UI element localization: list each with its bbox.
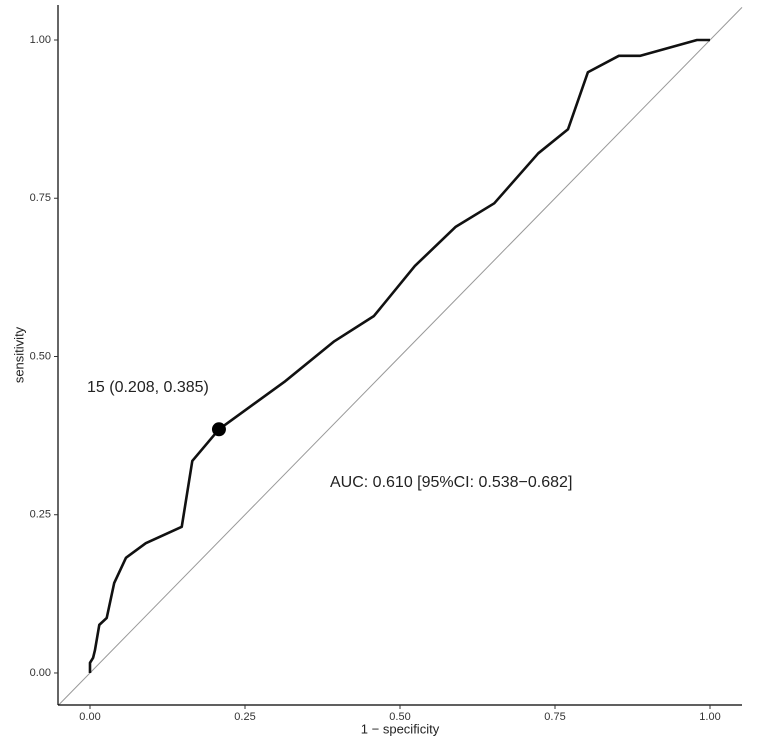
y-tick-label: 0.00 bbox=[30, 667, 51, 679]
roc-curve bbox=[88, 38, 711, 673]
y-tick-label: 0.75 bbox=[30, 192, 51, 204]
y-tick-label: 0.50 bbox=[30, 350, 51, 362]
x-tick-label: 0.25 bbox=[234, 711, 255, 723]
x-axis-label: 1 − specificity bbox=[361, 721, 440, 736]
reference-diagonal bbox=[58, 6, 743, 706]
y-tick-label: 1.00 bbox=[30, 34, 51, 46]
x-tick-label: 0.00 bbox=[79, 711, 100, 723]
cutoff-label: 15 (0.208, 0.385) bbox=[87, 379, 209, 396]
x-tick-label: 0.50 bbox=[389, 711, 410, 723]
x-tick-label: 1.00 bbox=[699, 711, 720, 723]
cutoff-point bbox=[211, 422, 226, 437]
auc-label: AUC: 0.610 [95%CI: 0.538−0.682] bbox=[330, 474, 572, 491]
y-tick-label: 0.25 bbox=[30, 509, 51, 521]
x-tick-label: 0.75 bbox=[544, 711, 565, 723]
y-axis-label: sensitivity bbox=[11, 326, 26, 383]
